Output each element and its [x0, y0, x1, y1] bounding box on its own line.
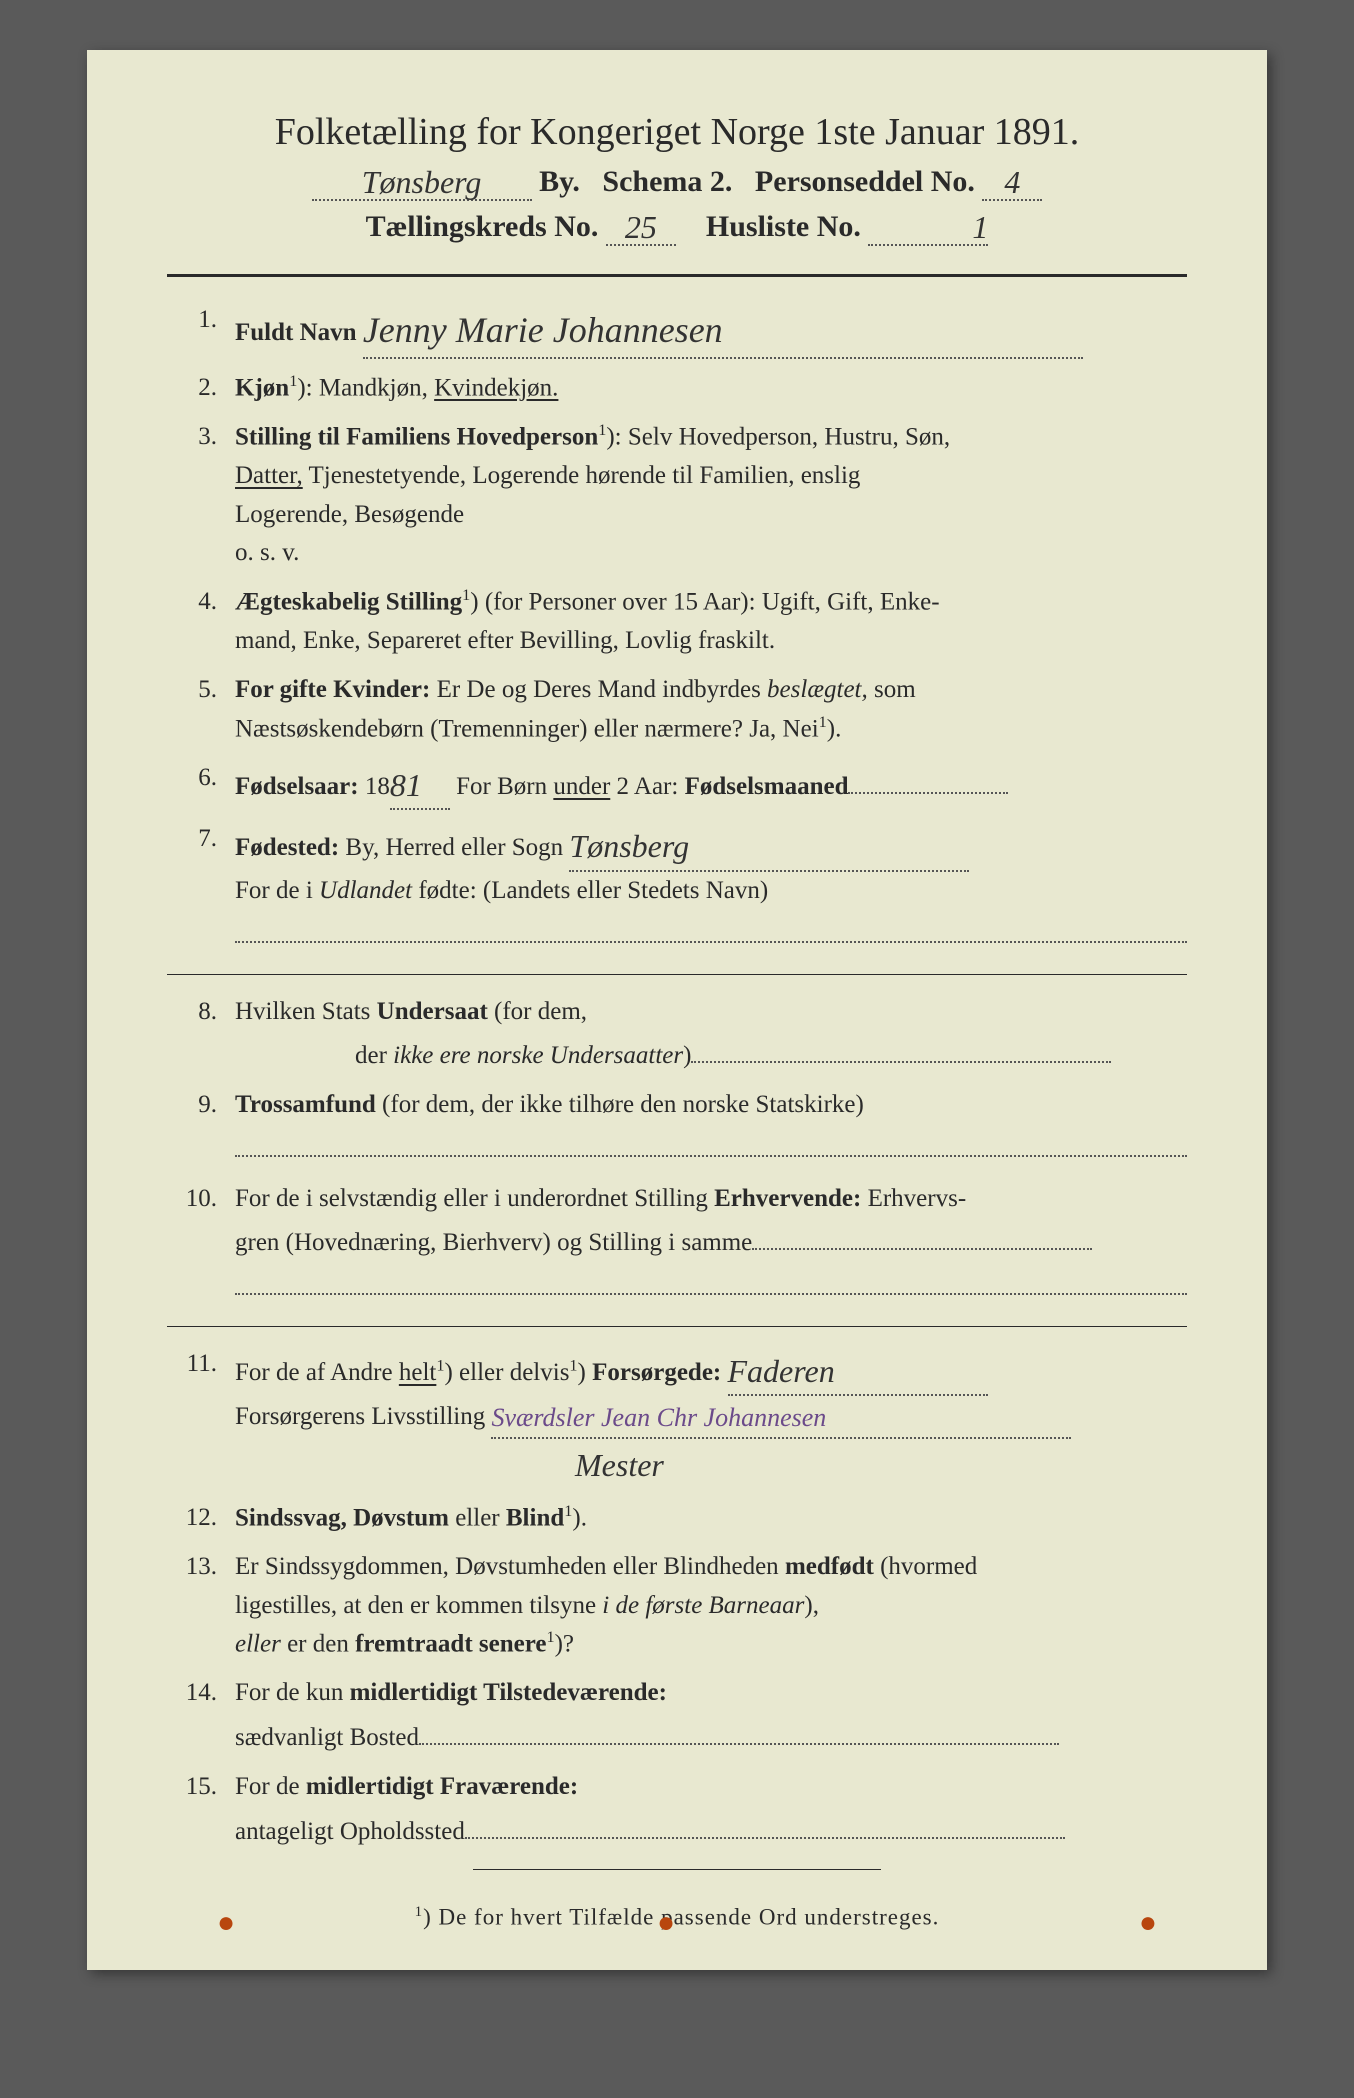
q2-selected: Kvindekjøn. [434, 374, 558, 401]
husliste-label: Husliste No. [706, 210, 861, 243]
header-line-2: Tønsberg By. Schema 2. Personseddel No. … [167, 162, 1187, 201]
q15-num: 15. [167, 1768, 235, 1807]
ink-dot-right: ● [1139, 1906, 1157, 1940]
q5-text3: Næstsøskendebørn (Tremenninger) eller næ… [235, 715, 819, 742]
q7-value: Tønsberg [569, 822, 689, 872]
taellingskreds-no: 25 [625, 209, 657, 246]
q3-label: Stilling til Familiens Hovedperson [235, 423, 598, 450]
q14-num: 14. [167, 1674, 235, 1713]
question-11: 11. For de af Andre helt1) eller delvis1… [167, 1345, 1187, 1489]
personseddel-no: 4 [1004, 164, 1020, 201]
schema-label: Schema 2. [602, 165, 732, 198]
q3-line4: o. s. v. [235, 539, 299, 566]
q5-text2: som [868, 676, 916, 703]
q5-label: For gifte Kvinder: [235, 676, 430, 703]
q12-num: 12. [167, 1499, 235, 1538]
city-handwritten: Tønsberg [362, 164, 482, 201]
q4-text2: mand, Enke, Separeret efter Bevilling, L… [235, 627, 775, 654]
q11-value1: Faderen [728, 1347, 835, 1397]
question-9: 9. Trossamfund (for dem, der ikke tilhør… [167, 1086, 1187, 1170]
divider-thin-1 [167, 974, 1187, 975]
divider-heavy [167, 274, 1187, 277]
q4-num: 4. [167, 583, 235, 622]
q3-line1: Selv Hovedperson, Hustru, Søn, [628, 423, 950, 450]
q8-num: 8. [167, 993, 235, 1032]
question-12: 12. Sindssvag, Døvstum eller Blind1). [167, 1499, 1187, 1538]
divider-thin-2 [167, 1326, 1187, 1327]
q2-num: 2. [167, 369, 235, 408]
q2-options: Mandkjøn, [319, 374, 434, 401]
q11-value2: Sværdsler Jean Chr Johannesen [491, 1398, 826, 1438]
footnote: 1) De for hvert Tilfælde passende Ord un… [167, 1904, 1187, 1931]
ink-dot-left: ● [217, 1906, 235, 1940]
q9-num: 9. [167, 1086, 235, 1125]
question-1: 1. Fuldt Navn Jenny Marie Johannesen [167, 301, 1187, 359]
question-14: 14. For de kun midlertidigt Tilstedevære… [167, 1674, 1187, 1758]
personseddel-label: Personseddel No. [755, 165, 975, 198]
q5-italic1: beslægtet, [767, 676, 868, 703]
q11-value3: Mester [235, 1441, 664, 1491]
header-title: Folketælling for Kongeriget Norge 1ste J… [167, 110, 1187, 154]
q1-value: Jenny Marie Johannesen [363, 303, 723, 359]
q9-label: Trossamfund [235, 1091, 376, 1118]
by-label: By. [539, 165, 580, 198]
q6-label: Fødselsaar: [235, 773, 359, 800]
q5-text1: Er De og Deres Mand indbyrdes [430, 676, 767, 703]
husliste-no: 1 [972, 209, 988, 246]
q3-num: 3. [167, 418, 235, 457]
q7-num: 7. [167, 820, 235, 859]
q6-num: 6. [167, 759, 235, 798]
q7-label: Fødested: [235, 834, 339, 861]
q3-line2: Tjenestetyende, Logerende hørende til Fa… [303, 462, 861, 489]
ink-dot-mid: ● [657, 1906, 675, 1940]
q4-label: Ægteskabelig Stilling [235, 589, 462, 616]
question-5: 5. For gifte Kvinder: Er De og Deres Man… [167, 671, 1187, 749]
q5-num: 5. [167, 671, 235, 710]
q11-num: 11. [167, 1345, 235, 1384]
q6-year: 81 [390, 761, 422, 811]
question-7: 7. Fødested: By, Herred eller Sogn Tønsb… [167, 820, 1187, 955]
question-15: 15. For de midlertidigt Fraværende: anta… [167, 1768, 1187, 1852]
question-10: 10. For de i selvstændig eller i underor… [167, 1180, 1187, 1308]
question-3: 3. Stilling til Familiens Hovedperson1):… [167, 418, 1187, 573]
census-form-page: Folketælling for Kongeriget Norge 1ste J… [87, 50, 1267, 1970]
question-8: 8. Hvilken Stats Undersaat (for dem, der… [167, 993, 1187, 1077]
question-6: 6. Fødselsaar: 1881 For Børn under 2 Aar… [167, 759, 1187, 811]
q13-num: 13. [167, 1548, 235, 1587]
q2-label: Kjøn [235, 374, 289, 401]
q4-text1: (for Personer over 15 Aar): Ugift, Gift,… [479, 589, 940, 616]
taellingskreds-label: Tællingskreds No. [366, 210, 599, 243]
header-line-3: Tællingskreds No. 25 Husliste No. 1 [167, 207, 1187, 246]
question-2: 2. Kjøn1): Mandkjøn, Kvindekjøn. [167, 369, 1187, 408]
q1-label: Fuldt Navn [235, 319, 357, 346]
divider-thin-3 [473, 1869, 881, 1870]
q10-num: 10. [167, 1180, 235, 1219]
q1-num: 1. [167, 301, 235, 340]
q3-line3: Logerende, Besøgende [235, 501, 464, 528]
question-4: 4. Ægteskabelig Stilling1) (for Personer… [167, 583, 1187, 661]
q3-selected: Datter, [235, 462, 303, 489]
q12-label: Sindssvag, Døvstum [235, 1504, 449, 1531]
question-13: 13. Er Sindssygdommen, Døvstumheden elle… [167, 1548, 1187, 1665]
